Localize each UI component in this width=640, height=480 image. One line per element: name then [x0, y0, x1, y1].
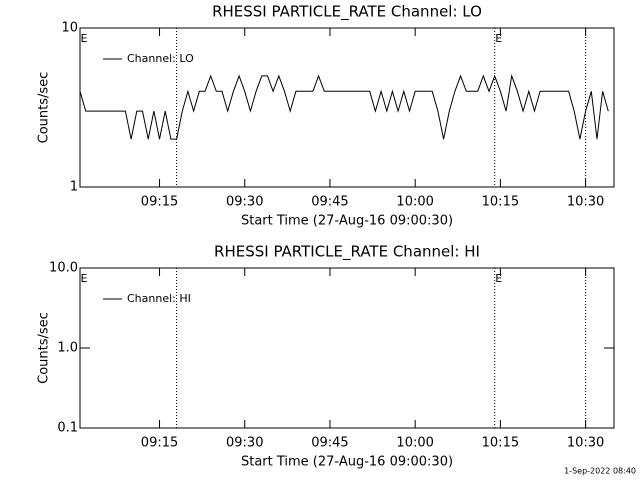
- annotation: E: [81, 272, 88, 285]
- x-tick-label: 09:45: [311, 195, 348, 210]
- chart-title: RHESSI PARTICLE_RATE Channel: HI: [214, 243, 480, 262]
- legend-label: Channel: HI: [127, 292, 191, 305]
- annotation: E: [81, 32, 88, 45]
- annotation: E: [495, 32, 502, 45]
- chart-title: RHESSI PARTICLE_RATE Channel: LO: [212, 3, 482, 22]
- y-tick-label: 1.0: [57, 341, 78, 356]
- data-line: [79, 73, 609, 140]
- x-tick-label: 09:15: [141, 195, 178, 210]
- plot-frame: [79, 27, 615, 188]
- y-tick-label: 0.1: [57, 421, 78, 436]
- annotation: E: [495, 272, 502, 285]
- x-axis-label: Start Time (27-Aug-16 09:00:30): [241, 455, 453, 470]
- x-tick-label: 09:15: [141, 436, 178, 451]
- x-tick-label: 10:15: [482, 195, 519, 210]
- x-tick-label: 10:30: [567, 195, 604, 210]
- y-axis-label: Counts/sec: [37, 312, 52, 384]
- legend-label: Channel: LO: [127, 52, 194, 65]
- x-axis-label: Start Time (27-Aug-16 09:00:30): [241, 214, 453, 229]
- y-tick-label: 1: [70, 180, 78, 195]
- x-tick-label: 09:30: [226, 195, 263, 210]
- footer: 1-Sep-2022 08:40: [564, 467, 636, 476]
- x-tick-label: 10:15: [482, 436, 519, 451]
- y-axis-label: Counts/sec: [37, 72, 52, 144]
- y-tick-label: 10: [61, 21, 78, 36]
- x-tick-label: 09:45: [311, 436, 348, 451]
- x-tick-label: 10:00: [396, 195, 433, 210]
- x-tick-label: 09:30: [226, 436, 263, 451]
- x-tick-label: 10:30: [567, 436, 604, 451]
- y-tick-label: 10.0: [49, 261, 78, 276]
- x-tick-label: 10:00: [396, 436, 433, 451]
